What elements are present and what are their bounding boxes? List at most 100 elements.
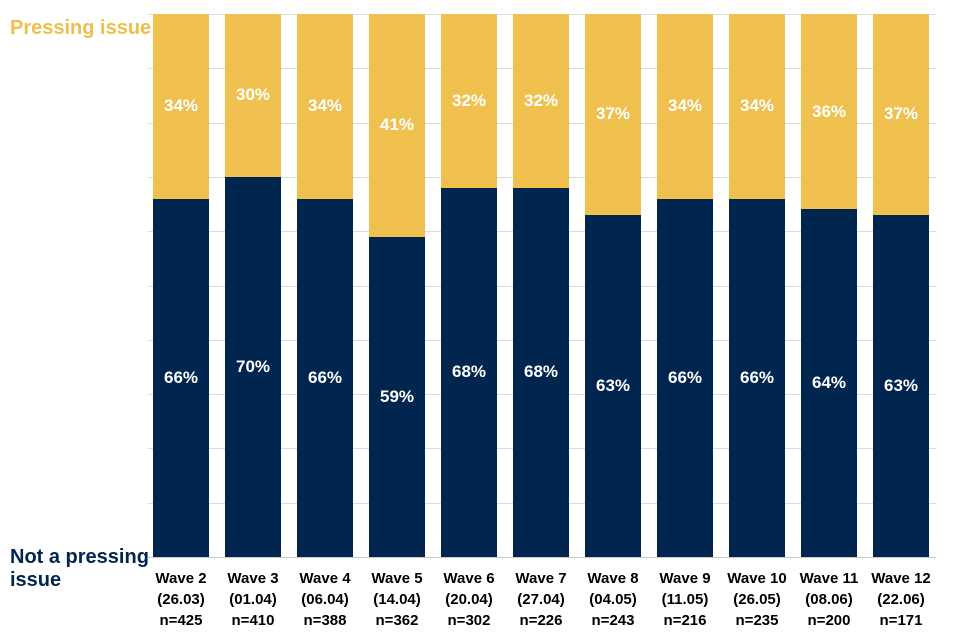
bar-segment-pressing-issue: 34%: [153, 14, 209, 199]
x-axis-label-line: Wave 3: [227, 570, 279, 587]
x-axis-label-line: (14.04): [373, 591, 421, 608]
segment-value-label: 32%: [451, 90, 487, 110]
plot-area: 34% 66% Wave 2 (26.03) n=425 30% 70% Wave 3 (01.…: [148, 14, 936, 629]
bar-segment-not-a-pressing-issue: 66%: [657, 198, 713, 557]
x-axis-label-line: (27.04): [517, 591, 565, 608]
x-axis-label-line: (06.04): [301, 591, 349, 608]
bar-segment-pressing-issue: 30%: [225, 14, 281, 177]
bar-segment-not-a-pressing-issue: 63%: [585, 214, 641, 557]
x-axis-label-line: (20.04): [445, 591, 493, 608]
x-axis-label-line: n=171: [879, 612, 923, 629]
x-axis-label-line: (01.04): [229, 591, 277, 608]
bar-segment-not-a-pressing-issue: 59%: [369, 236, 425, 557]
bar-group-wave-6: 32% 68% Wave 6 (20.04) n=302: [441, 14, 497, 629]
x-axis-label-line: Wave 5: [371, 570, 423, 587]
bars-row: 34% 66% Wave 2 (26.03) n=425 30% 70% Wave 3 (01.…: [148, 14, 936, 629]
bar-group-wave-2: 34% 66% Wave 2 (26.03) n=425: [153, 14, 209, 629]
x-axis-label: Wave 11 (08.06) n=200: [788, 568, 870, 631]
x-axis-label-line: (26.05): [733, 591, 781, 608]
x-axis-label-line: Wave 6: [443, 570, 495, 587]
segment-value-label: 66%: [667, 367, 703, 387]
segment-value-label: 63%: [595, 375, 631, 395]
segment-value-label: 64%: [811, 373, 847, 393]
x-axis-label: Wave 10 (26.05) n=235: [716, 568, 798, 631]
segment-value-label: 37%: [883, 104, 919, 124]
bar-segment-pressing-issue: 37%: [873, 14, 929, 215]
x-axis-label-line: Wave 11: [799, 570, 859, 587]
x-axis-label-line: Wave 8: [587, 570, 639, 587]
segment-value-label: 34%: [739, 96, 775, 116]
bar-group-wave-7: 32% 68% Wave 7 (27.04) n=226: [513, 14, 569, 629]
x-axis-label-line: n=200: [807, 612, 851, 629]
x-axis-label: Wave 12 (22.06) n=171: [860, 568, 942, 631]
bar-segment-not-a-pressing-issue: 68%: [441, 187, 497, 557]
x-axis-label: Wave 7 (27.04) n=226: [500, 568, 582, 631]
segment-value-label: 66%: [307, 367, 343, 387]
bar-group-wave-10: 34% 66% Wave 10 (26.05) n=235: [727, 14, 787, 629]
bar-segment-not-a-pressing-issue: 66%: [297, 198, 353, 557]
bar-segment-pressing-issue: 34%: [297, 14, 353, 199]
segment-value-label: 30%: [235, 85, 271, 105]
segment-value-label: 68%: [523, 362, 559, 382]
bar-group-wave-12: 37% 63% Wave 12 (22.06) n=171: [871, 14, 931, 629]
x-axis-label-line: n=425: [159, 612, 203, 629]
x-axis-label-line: n=226: [519, 612, 563, 629]
x-axis-label: Wave 6 (20.04) n=302: [428, 568, 510, 631]
bar-group-wave-5: 41% 59% Wave 5 (14.04) n=362: [369, 14, 425, 629]
x-axis-label: Wave 5 (14.04) n=362: [356, 568, 438, 631]
x-axis-label: Wave 4 (06.04) n=388: [284, 568, 366, 631]
x-axis-label-line: (08.06): [805, 591, 853, 608]
segment-value-label: 63%: [883, 375, 919, 395]
bar-segment-pressing-issue: 32%: [441, 14, 497, 188]
x-axis-label-line: n=216: [663, 612, 707, 629]
segment-value-label: 36%: [811, 101, 847, 121]
segment-value-label: 41%: [379, 115, 415, 135]
x-axis-label-line: n=243: [591, 612, 635, 629]
x-axis-label-line: Wave 9: [659, 570, 711, 587]
bar-group-wave-11: 36% 64% Wave 11 (08.06) n=200: [800, 14, 858, 629]
bar-group-wave-4: 34% 66% Wave 4 (06.04) n=388: [297, 14, 353, 629]
legend-pressing-label: Pressing issue: [10, 17, 152, 39]
x-axis-label-line: Wave 12: [871, 570, 931, 587]
bar-segment-not-a-pressing-issue: 68%: [513, 187, 569, 557]
bar-segment-not-a-pressing-issue: 66%: [729, 198, 785, 557]
x-axis-label: Wave 9 (11.05) n=216: [644, 568, 726, 631]
x-axis-label: Wave 8 (04.05) n=243: [572, 568, 654, 631]
segment-value-label: 59%: [379, 386, 415, 406]
segment-value-label: 68%: [451, 362, 487, 382]
x-axis-label-line: n=388: [303, 612, 347, 629]
bar-segment-pressing-issue: 36%: [801, 14, 857, 210]
bar-segment-not-a-pressing-issue: 63%: [873, 214, 929, 557]
segment-value-label: 66%: [739, 367, 775, 387]
bar-segment-pressing-issue: 32%: [513, 14, 569, 188]
x-axis-label-line: Wave 7: [515, 570, 567, 587]
bar-segment-pressing-issue: 34%: [729, 14, 785, 199]
x-axis-label: Wave 2 (26.03) n=425: [140, 568, 222, 631]
x-axis-label-line: n=410: [231, 612, 275, 629]
axis-baseline: [148, 557, 936, 558]
bar-group-wave-8: 37% 63% Wave 8 (04.05) n=243: [585, 14, 641, 629]
segment-value-label: 70%: [235, 356, 271, 376]
segment-value-label: 37%: [595, 104, 631, 124]
x-axis-label-line: Wave 2: [155, 570, 207, 587]
x-axis-label-line: Wave 4: [299, 570, 351, 587]
x-axis-label: Wave 3 (01.04) n=410: [212, 568, 294, 631]
bar-segment-pressing-issue: 37%: [585, 14, 641, 215]
x-axis-label-line: (22.06): [877, 591, 925, 608]
segment-value-label: 34%: [667, 96, 703, 116]
segment-value-label: 34%: [163, 96, 199, 116]
x-axis-label-line: n=302: [447, 612, 491, 629]
bar-group-wave-3: 30% 70% Wave 3 (01.04) n=410: [225, 14, 281, 629]
x-axis-label-line: (26.03): [157, 591, 205, 608]
x-axis-label-line: n=362: [375, 612, 419, 629]
x-axis-label-line: n=235: [735, 612, 779, 629]
bar-group-wave-9: 34% 66% Wave 9 (11.05) n=216: [657, 14, 713, 629]
bar-segment-not-a-pressing-issue: 64%: [801, 209, 857, 557]
bar-segment-not-a-pressing-issue: 70%: [225, 176, 281, 557]
segment-value-label: 34%: [307, 96, 343, 116]
bar-segment-not-a-pressing-issue: 66%: [153, 198, 209, 557]
x-axis-label-line: (04.05): [589, 591, 637, 608]
segment-value-label: 32%: [523, 90, 559, 110]
x-axis-label-line: (11.05): [661, 591, 709, 608]
